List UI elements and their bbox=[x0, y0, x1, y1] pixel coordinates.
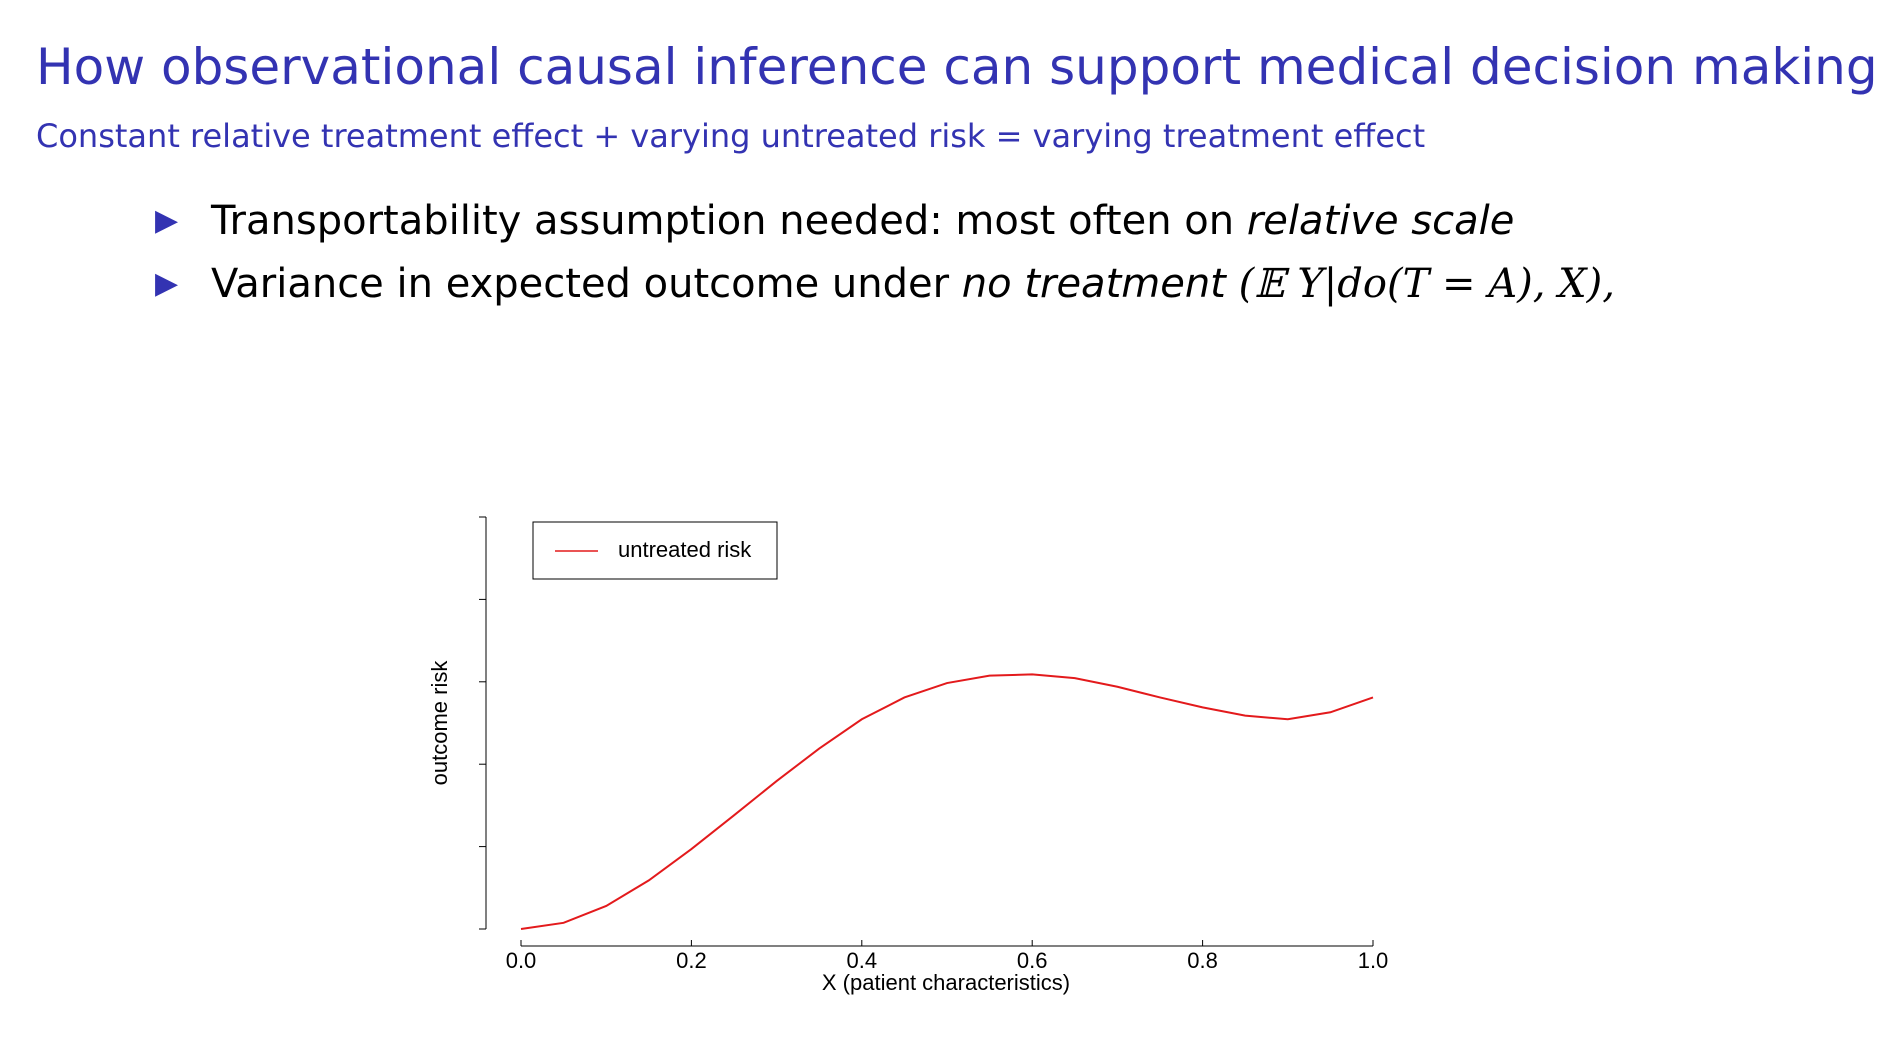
x-tick-label: 0.4 bbox=[847, 948, 878, 973]
x-tick-label: 1.0 bbox=[1358, 948, 1389, 973]
bullet-text: Variance in expected outcome under bbox=[211, 261, 962, 307]
bullet: ▶ Transportability assumption needed: mos… bbox=[155, 198, 1515, 244]
x-tick-label: 0.8 bbox=[1187, 948, 1218, 973]
bullet-text: Transportability assumption needed: most… bbox=[211, 198, 1247, 244]
legend-label: untreated risk bbox=[618, 537, 752, 562]
bullet-math: (𝔼 Y|do(T = A), X), bbox=[1238, 261, 1615, 307]
y-axis-label: outcome risk bbox=[427, 660, 452, 786]
x-tick-label: 0.0 bbox=[506, 948, 537, 973]
x-tick-label: 0.2 bbox=[676, 948, 707, 973]
bullet-emphasis: no treatment bbox=[961, 261, 1226, 307]
bullet-emphasis: relative scale bbox=[1246, 198, 1515, 244]
bullet: ▶ Variance in expected outcome under no t… bbox=[155, 261, 1615, 307]
slide-title: How observational causal inference can s… bbox=[36, 38, 1878, 96]
slide-subtitle: Constant relative treatment effect + var… bbox=[36, 117, 1426, 155]
line bbox=[520, 673, 1374, 930]
x-axis-label: X (patient characteristics) bbox=[822, 970, 1070, 995]
x-tick-label: 0.6 bbox=[1017, 948, 1048, 973]
